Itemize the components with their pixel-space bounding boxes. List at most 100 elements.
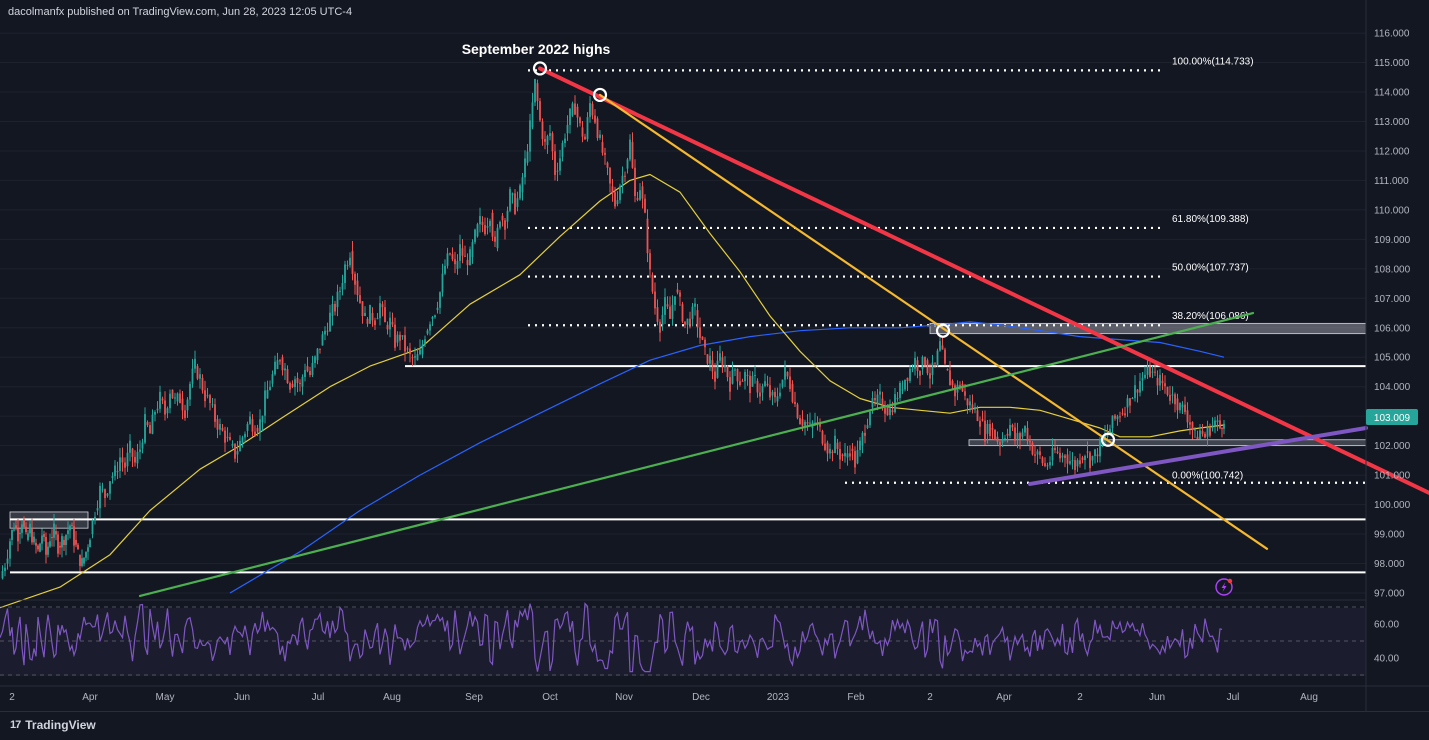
candle-body <box>721 357 724 368</box>
candle-body <box>65 535 67 545</box>
candle-body <box>596 118 599 138</box>
fib-level-label: 61.80%(109.388) <box>1172 214 1249 225</box>
time-axis[interactable]: 2 Apr May Jun Jul Aug Sep Oct Nov Dec 2023 Feb 2 Apr 2… <box>9 692 1318 703</box>
candle-body <box>1134 385 1136 399</box>
candle-body <box>901 389 904 391</box>
price-badge-bg <box>1366 409 1418 425</box>
candle-body <box>664 297 666 315</box>
footer-bar: 17 TradingView <box>0 711 1429 740</box>
candle-body <box>699 327 701 338</box>
candle-body <box>544 139 546 142</box>
price-tick-label: 100.000 <box>1374 500 1411 511</box>
candle-body <box>476 224 479 237</box>
candle-body <box>616 200 619 204</box>
candle-body <box>751 375 754 387</box>
candle-body <box>399 334 401 341</box>
candle-body <box>186 399 189 411</box>
candle-body <box>309 371 311 375</box>
candle-body <box>474 229 476 243</box>
candle-body <box>1146 366 1149 375</box>
candle-body <box>261 415 264 423</box>
price-tick-label: 108.000 <box>1374 264 1411 275</box>
candle-body <box>121 457 124 463</box>
candle-body <box>631 142 634 168</box>
candle-body <box>33 536 35 543</box>
candle-body <box>481 221 484 226</box>
candle-body <box>759 392 761 397</box>
price-tick-label: 98.000 <box>1374 559 1405 570</box>
price-tick-label: 107.000 <box>1374 294 1411 305</box>
candle-body <box>766 383 769 386</box>
rsi-tick-label: 60.00 <box>1374 620 1399 631</box>
candle-body <box>614 192 616 207</box>
candle-body <box>381 304 384 308</box>
candle-body <box>1189 422 1191 425</box>
fibonacci-levels: 100.00%(114.733) 61.80%(109.388) 50.00%(10… <box>528 56 1366 484</box>
flash-icon[interactable] <box>1215 578 1233 596</box>
candle-body <box>839 448 841 460</box>
candle-body <box>731 369 734 384</box>
tradingview-logo[interactable]: 17 TradingView <box>10 718 96 732</box>
candle-body <box>149 425 151 434</box>
candle-body <box>244 434 246 438</box>
candle-body <box>916 360 919 371</box>
candle-body <box>1124 413 1126 416</box>
candle-body <box>489 220 491 227</box>
candle-body <box>1131 398 1134 400</box>
candle-body <box>1081 457 1084 461</box>
price-tick-label: 112.000 <box>1374 146 1410 157</box>
candle-body <box>1034 454 1036 456</box>
candle-body <box>641 186 644 199</box>
time-tick-label: 2023 <box>767 692 790 703</box>
price-tick-label: 101.000 <box>1374 471 1411 482</box>
candle-body <box>1099 438 1101 457</box>
sma-fast-line <box>0 173 1225 609</box>
candle-body <box>231 443 234 446</box>
candle-body <box>239 440 241 452</box>
candle-body <box>316 348 319 361</box>
candle-body <box>27 533 29 540</box>
green-trendline[interactable] <box>138 311 1255 598</box>
candle-body <box>216 419 219 430</box>
candle-body <box>379 303 381 319</box>
candle-body <box>111 476 114 479</box>
candle-body <box>1129 398 1131 406</box>
red-trendline[interactable] <box>538 66 1429 495</box>
candle-body <box>939 341 941 351</box>
candle-body <box>681 304 684 322</box>
purple-trendline[interactable] <box>1028 425 1368 486</box>
orange-trendline[interactable] <box>598 93 1269 550</box>
candle-body <box>656 307 659 322</box>
candle-body <box>604 152 606 155</box>
fib-level-label: 50.00%(107.737) <box>1172 263 1249 274</box>
rsi-axis[interactable]: 60.00 40.00 <box>1374 620 1399 665</box>
candle-body <box>461 248 464 256</box>
candle-body <box>741 380 744 382</box>
candle-body <box>146 422 149 426</box>
candle-body <box>301 376 304 387</box>
price-tick-label: 97.000 <box>1374 589 1405 600</box>
candle-body <box>1006 433 1009 436</box>
candle-body <box>49 541 51 547</box>
candle-body <box>861 432 864 446</box>
candle-body <box>1209 427 1211 436</box>
candle-body <box>706 354 709 364</box>
candle-body <box>45 536 47 555</box>
candle-body <box>366 318 369 324</box>
candle-body <box>194 358 196 369</box>
candle-body <box>814 422 816 424</box>
candle-body <box>329 312 331 332</box>
candle-body <box>531 102 534 128</box>
trendlines[interactable] <box>138 66 1429 598</box>
candle-body <box>944 349 946 364</box>
candle-body <box>449 253 451 255</box>
candle-body <box>254 431 256 437</box>
time-tick-label: Oct <box>542 692 558 703</box>
candle-body <box>1164 383 1166 387</box>
candle-body <box>1221 427 1223 429</box>
candle-body <box>1059 452 1061 459</box>
candle-body <box>154 412 156 415</box>
circle-markers <box>532 61 1116 447</box>
candle-body <box>644 198 646 213</box>
